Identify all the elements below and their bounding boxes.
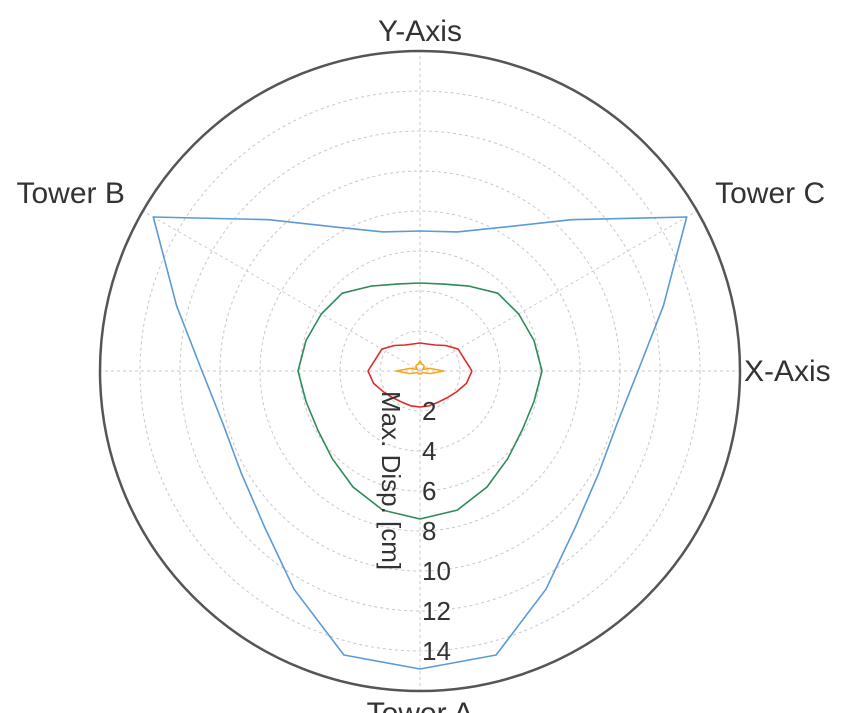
radial-axis-title: Max. Disp. [cm] <box>376 391 406 570</box>
series-line-2 <box>297 282 543 520</box>
radial-tick-label: 10 <box>422 556 451 586</box>
series-line-4 <box>395 360 445 375</box>
radial-tick-label: 8 <box>422 516 436 546</box>
series-line-1 <box>152 216 688 670</box>
direction-label: Tower B <box>16 177 124 210</box>
grid-ring <box>259 210 581 532</box>
grid-layer <box>98 49 742 693</box>
grid-spoke <box>142 210 421 372</box>
direction-label: Y-Axis <box>378 15 462 48</box>
radial-tick-label: 2 <box>422 396 436 426</box>
grid-ring <box>139 90 701 652</box>
radial-tick-label: 12 <box>422 596 451 626</box>
radial-tick-label: 14 <box>422 636 451 666</box>
grid-spoke <box>419 210 698 372</box>
radial-tick-label: 6 <box>422 476 436 506</box>
series-layer <box>152 216 688 670</box>
grid-ring <box>379 330 461 412</box>
direction-label: Tower A <box>367 697 474 713</box>
direction-label: X-Axis <box>744 355 831 388</box>
outer-boundary <box>98 49 742 693</box>
direction-label: Tower C <box>715 177 825 210</box>
radial-tick-label: 4 <box>422 436 436 466</box>
series-line-3 <box>367 342 473 408</box>
label-layer: 2 4 6 8 10 12 14 Max. Disp. [cm] X-Axis Y-Axis Tow… <box>16 15 830 713</box>
